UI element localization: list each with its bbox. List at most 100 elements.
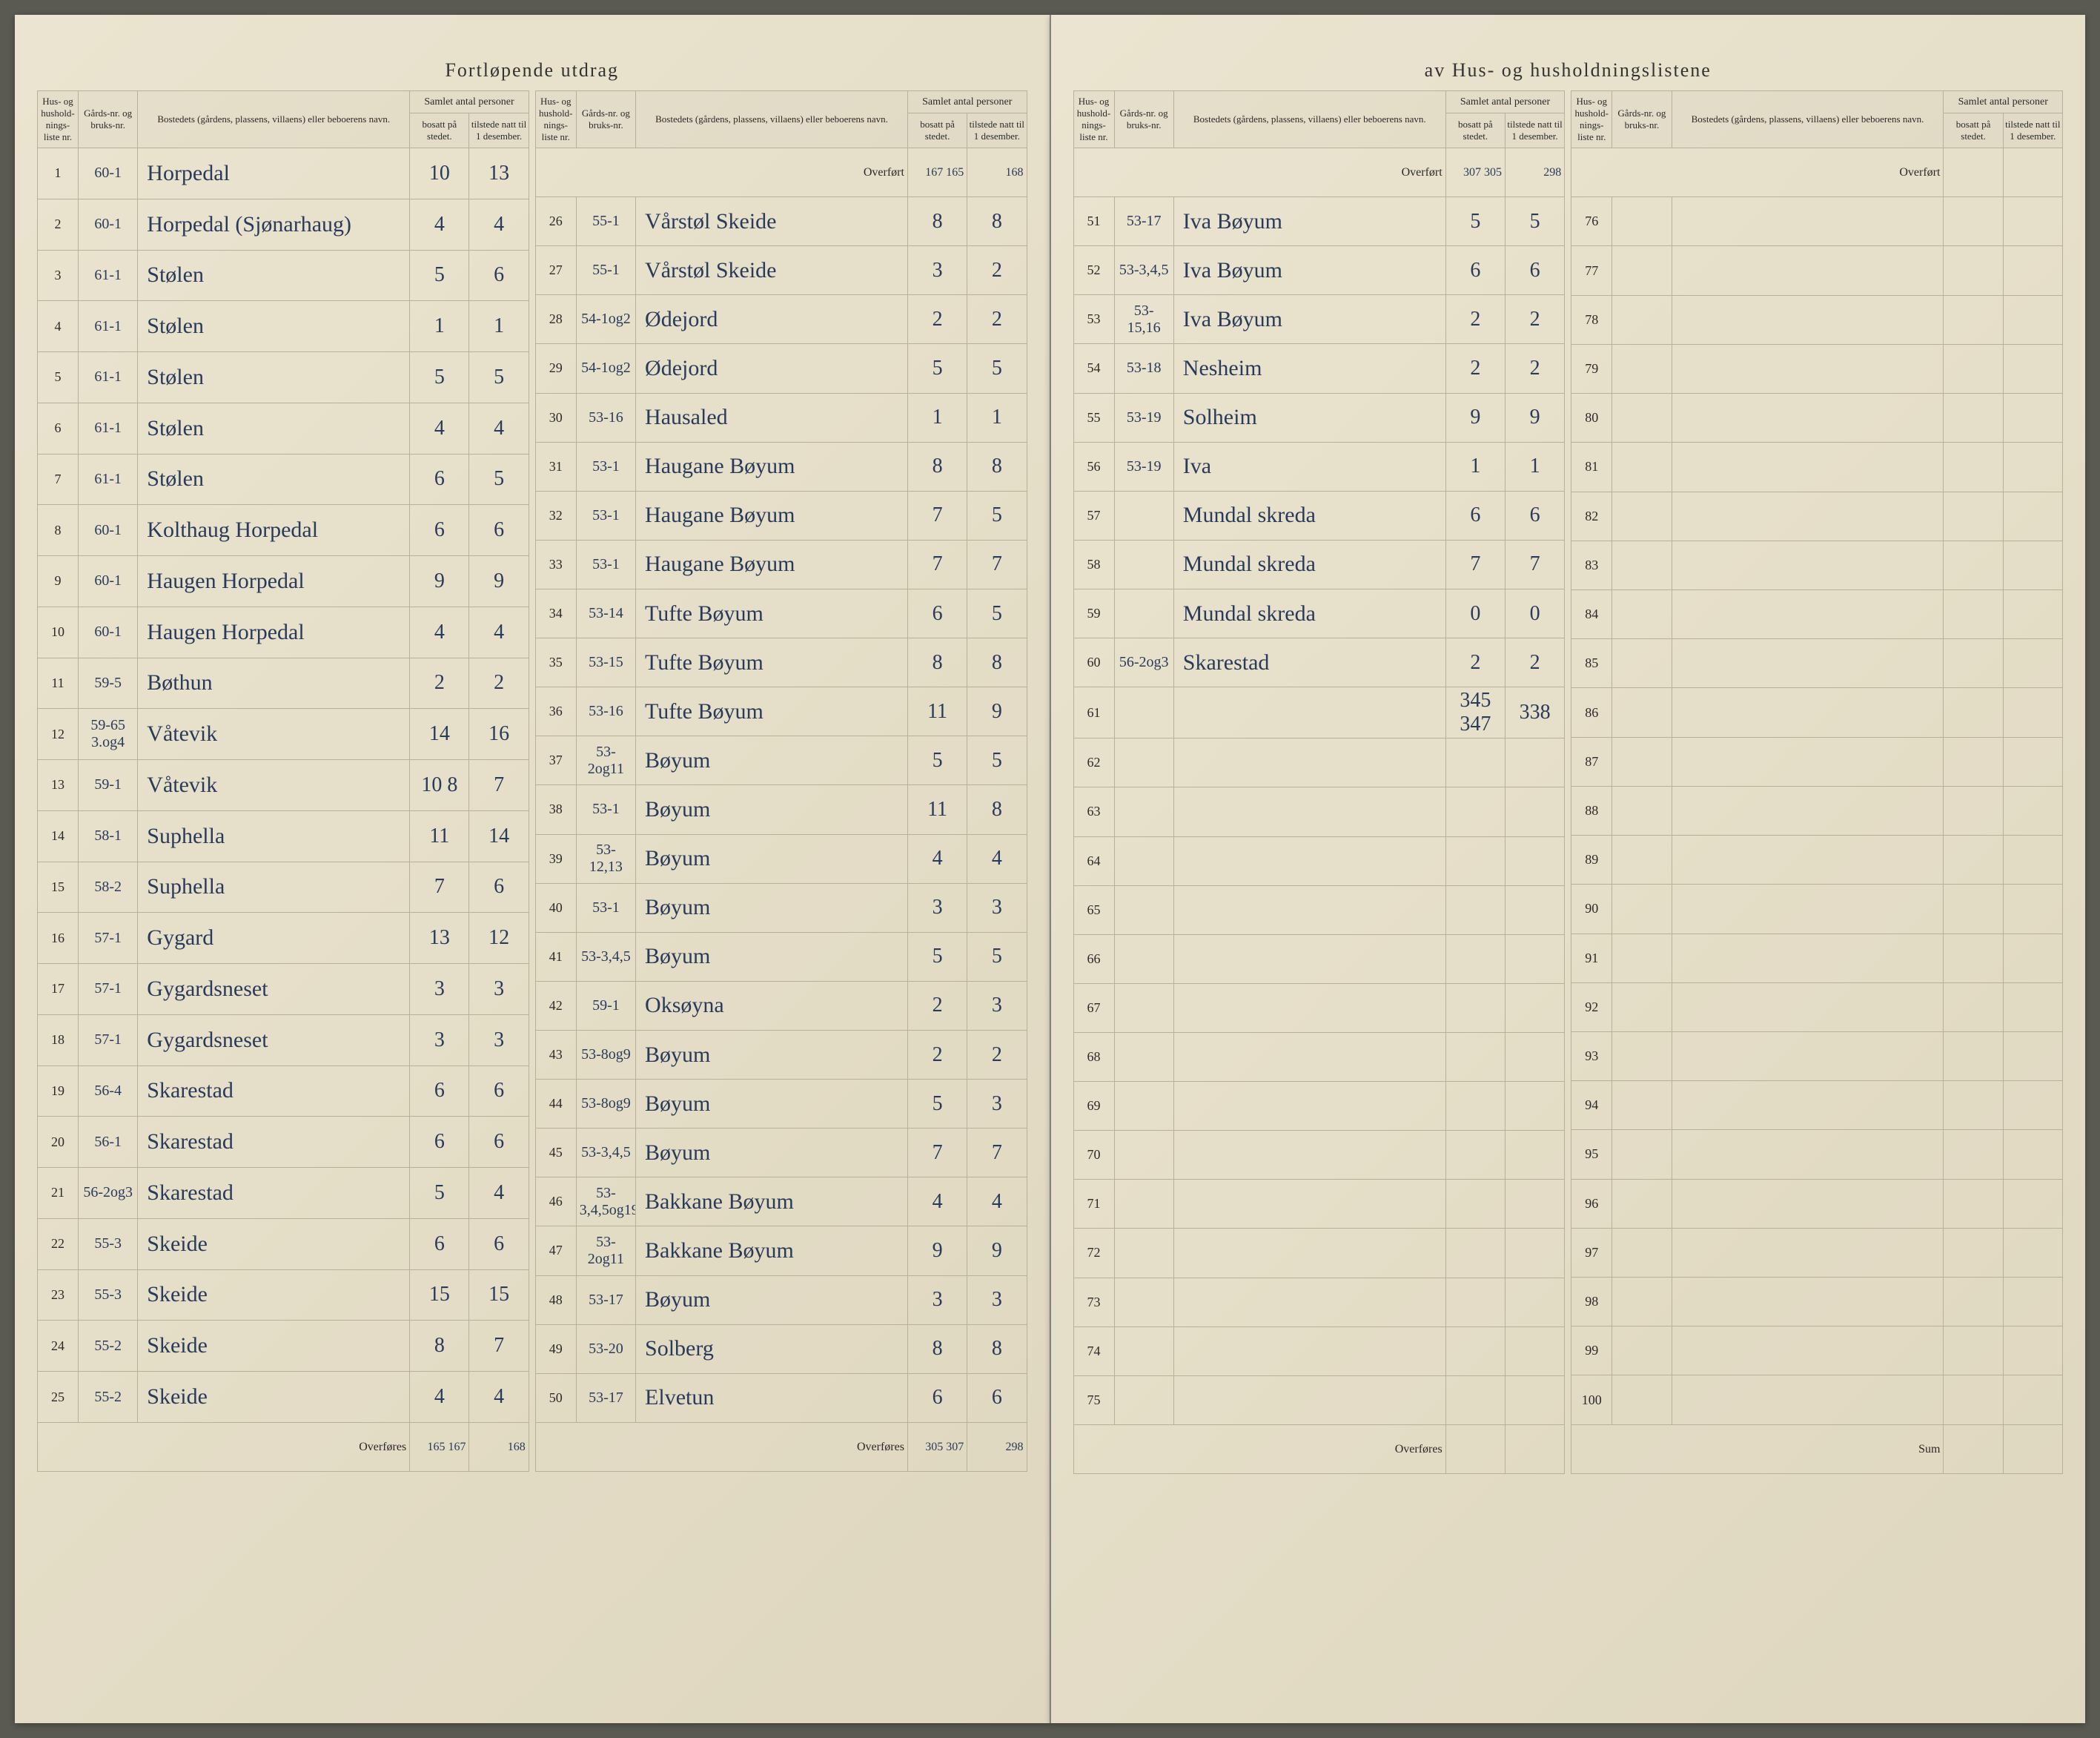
gards-nr: 53-16 bbox=[576, 393, 635, 442]
ledger-block-3: Hus- og hushold-nings-liste nr. Gårds-nr… bbox=[1073, 90, 1566, 1474]
tilstede-count: 2 bbox=[1505, 638, 1564, 687]
table-row: 4753-2og11Bakkane Bøyum99 bbox=[535, 1226, 1027, 1275]
row-nr: 22 bbox=[38, 1218, 79, 1269]
row-nr: 96 bbox=[1571, 1179, 1612, 1228]
row-nr: 82 bbox=[1571, 492, 1612, 541]
tilstede-count: 3 bbox=[967, 883, 1027, 932]
bosted-name bbox=[1173, 983, 1445, 1032]
table-row: 92 bbox=[1571, 982, 2063, 1031]
hdr-gards: Gårds-nr. og bruks-nr. bbox=[1114, 91, 1173, 148]
ledger-block-1: Hus- og hushold-nings-liste nr. Gårds-nr… bbox=[37, 90, 529, 1472]
row-nr: 14 bbox=[38, 810, 79, 862]
tilstede-count: 4 bbox=[469, 403, 529, 454]
tilstede-count: 6 bbox=[1505, 491, 1564, 540]
bosted-name: Solberg bbox=[636, 1324, 908, 1373]
row-nr: 73 bbox=[1073, 1278, 1114, 1326]
bosted-name bbox=[1173, 1375, 1445, 1424]
table-row: 100 bbox=[1571, 1375, 2063, 1425]
tilstede-count bbox=[2003, 1130, 2062, 1179]
tilstede-count bbox=[1505, 1375, 1564, 1424]
bosatt-count bbox=[1944, 541, 2003, 589]
gards-nr bbox=[1612, 492, 1672, 541]
hdr-bosted: Bostedets (gårdens, plassens, villaens) … bbox=[1173, 91, 1445, 148]
hdr-tilstede: tilstede natt til 1 desember. bbox=[2003, 113, 2062, 148]
bosatt-count: 3 bbox=[410, 1014, 469, 1065]
tilstede-count: 5 bbox=[967, 344, 1027, 393]
row-nr: 45 bbox=[535, 1129, 576, 1177]
table-row: 661-1Stølen44 bbox=[38, 403, 529, 454]
bosted-name: Iva Bøyum bbox=[1173, 246, 1445, 295]
row-nr: 34 bbox=[535, 589, 576, 638]
gards-nr: 61-1 bbox=[79, 250, 138, 301]
bosatt-count bbox=[1944, 443, 2003, 492]
bosatt-count bbox=[1944, 982, 2003, 1031]
tilstede-count: 4 bbox=[469, 199, 529, 250]
table-row: 99 bbox=[1571, 1326, 2063, 1375]
bosatt-count bbox=[1944, 885, 2003, 934]
gards-nr bbox=[1612, 197, 1672, 246]
bosted-name: Iva bbox=[1173, 442, 1445, 491]
hdr-bosted: Bostedets (gårdens, plassens, villaens) … bbox=[636, 91, 908, 148]
hdr-bosatt: bosatt på stedet. bbox=[1944, 113, 2003, 148]
ledger-rows-3: Overført 307 305 298 5153-17Iva Bøyum555… bbox=[1073, 148, 1565, 1425]
bosted-name: Nesheim bbox=[1173, 344, 1445, 393]
bosted-name: Bøyum bbox=[636, 1080, 908, 1129]
bosatt-count: 3 bbox=[410, 964, 469, 1015]
row-nr: 72 bbox=[1073, 1229, 1114, 1278]
tilstede-count: 6 bbox=[469, 862, 529, 913]
gards-nr bbox=[1612, 737, 1672, 786]
gards-nr bbox=[1114, 1082, 1173, 1131]
gards-nr bbox=[1612, 885, 1672, 934]
gards-nr bbox=[1114, 885, 1173, 934]
page-title-left: Fortløpende utdrag bbox=[37, 59, 1027, 82]
bosatt-count: 7 bbox=[907, 540, 967, 589]
table-row: 4153-3,4,5Bøyum55 bbox=[535, 932, 1027, 981]
bosatt-count bbox=[1944, 197, 2003, 246]
bosted-name: Bøyum bbox=[636, 834, 908, 883]
bosatt-count: 4 bbox=[907, 1177, 967, 1226]
table-row: 2355-3Skeide1515 bbox=[38, 1269, 529, 1321]
bosatt-count bbox=[1445, 1375, 1505, 1424]
gards-nr: 57-1 bbox=[79, 913, 138, 964]
gards-nr: 53-12,13 bbox=[576, 834, 635, 883]
tilstede-count bbox=[1505, 1082, 1564, 1131]
table-row: 63 bbox=[1073, 787, 1565, 836]
gards-nr: 55-1 bbox=[576, 246, 635, 295]
table-row: 62 bbox=[1073, 739, 1565, 787]
gards-nr: 53-15,16 bbox=[1114, 295, 1173, 344]
gards-nr bbox=[1114, 1229, 1173, 1278]
table-row: 89 bbox=[1571, 836, 2063, 885]
row-nr: 57 bbox=[1073, 491, 1114, 540]
bosted-name: Ødejord bbox=[636, 295, 908, 344]
table-row: 761-1Stølen65 bbox=[38, 454, 529, 505]
bosatt-count: 6 bbox=[1445, 491, 1505, 540]
tilstede-count: 3 bbox=[469, 964, 529, 1015]
tilstede-count: 4 bbox=[469, 607, 529, 658]
hdr-gards: Gårds-nr. og bruks-nr. bbox=[1612, 91, 1672, 148]
tilstede-count: 6 bbox=[469, 1117, 529, 1168]
bosatt-count: 5 bbox=[907, 736, 967, 785]
row-nr: 84 bbox=[1571, 589, 1612, 638]
bosatt-count: 11 bbox=[410, 810, 469, 862]
bosted-name bbox=[1173, 1032, 1445, 1081]
row-nr: 16 bbox=[38, 913, 79, 964]
row-nr: 85 bbox=[1571, 639, 1612, 688]
tilstede-count bbox=[2003, 737, 2062, 786]
row-nr: 48 bbox=[535, 1275, 576, 1324]
table-row: 2954-1og2Ødejord55 bbox=[535, 344, 1027, 393]
gards-nr bbox=[1612, 1130, 1672, 1179]
bosatt-count bbox=[1944, 1031, 2003, 1080]
tilstede-count bbox=[1505, 934, 1564, 983]
gards-nr: 53-17 bbox=[1114, 197, 1173, 246]
table-row: 68 bbox=[1073, 1032, 1565, 1081]
tilstede-count bbox=[1505, 1229, 1564, 1278]
row-nr: 11 bbox=[38, 658, 79, 709]
row-nr: 30 bbox=[535, 393, 576, 442]
bosted-name: Vårstøl Skeide bbox=[636, 197, 908, 246]
row-nr: 53 bbox=[1073, 295, 1114, 344]
row-nr: 61 bbox=[1073, 687, 1114, 739]
row-nr: 46 bbox=[535, 1177, 576, 1226]
tilstede-count: 3 bbox=[967, 981, 1027, 1030]
table-row: 960-1Haugen Horpedal99 bbox=[38, 556, 529, 607]
table-row: 82 bbox=[1571, 492, 2063, 541]
